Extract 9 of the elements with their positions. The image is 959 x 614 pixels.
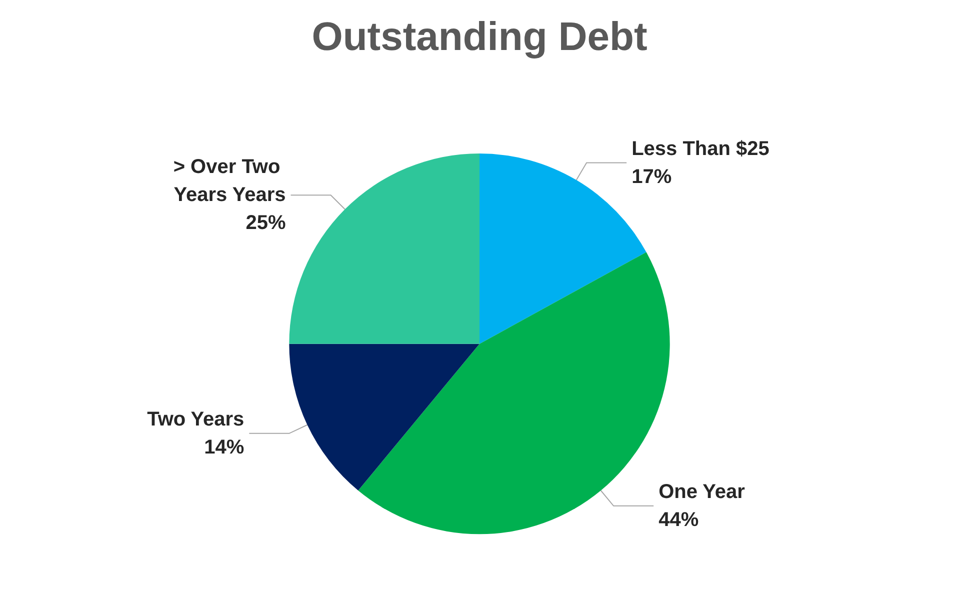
data-label: 44%: [658, 508, 699, 531]
slice-label: Less Than $25: [632, 138, 770, 160]
slice-label: > Over Two Years Years: [173, 156, 286, 206]
chart-title: Outstanding Debt: [312, 15, 648, 59]
slice-label: Two Years: [147, 408, 244, 430]
data-label: 14%: [204, 436, 244, 458]
data-label: 17%: [632, 166, 672, 188]
slice-label: One Year: [658, 480, 746, 503]
data-label: 25%: [246, 212, 286, 234]
